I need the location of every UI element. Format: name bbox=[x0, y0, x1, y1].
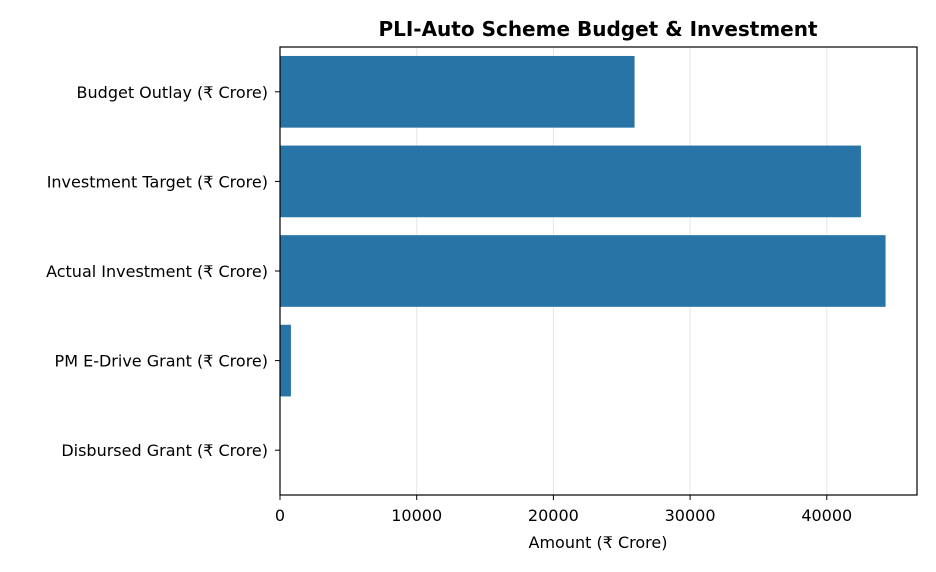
bar bbox=[280, 55, 635, 128]
y-tick-label: Actual Investment (₹ Crore) bbox=[46, 262, 268, 281]
x-tick-label: 0 bbox=[275, 506, 285, 525]
y-tick-label: PM E-Drive Grant (₹ Crore) bbox=[55, 352, 268, 371]
x-tick-label: 40000 bbox=[801, 506, 852, 525]
bar bbox=[280, 235, 886, 307]
x-tick-label: 20000 bbox=[528, 506, 579, 525]
x-axis-label: Amount (₹ Crore) bbox=[529, 533, 668, 552]
x-tick-label: 10000 bbox=[391, 506, 442, 525]
y-ticks: Budget Outlay (₹ Crore) Investment Target… bbox=[46, 83, 280, 460]
bars bbox=[280, 55, 886, 397]
x-ticks: 0 10000 20000 30000 40000 bbox=[275, 495, 852, 525]
y-tick-label: Investment Target (₹ Crore) bbox=[47, 172, 268, 191]
chart-title: PLI-Auto Scheme Budget & Investment bbox=[378, 17, 818, 41]
bar bbox=[280, 145, 861, 218]
bar bbox=[280, 324, 291, 397]
y-tick-label: Budget Outlay (₹ Crore) bbox=[77, 83, 268, 102]
plot-frame bbox=[279, 46, 918, 496]
y-tick-label: Disbursed Grant (₹ Crore) bbox=[61, 441, 268, 460]
x-tick-label: 30000 bbox=[665, 506, 716, 525]
